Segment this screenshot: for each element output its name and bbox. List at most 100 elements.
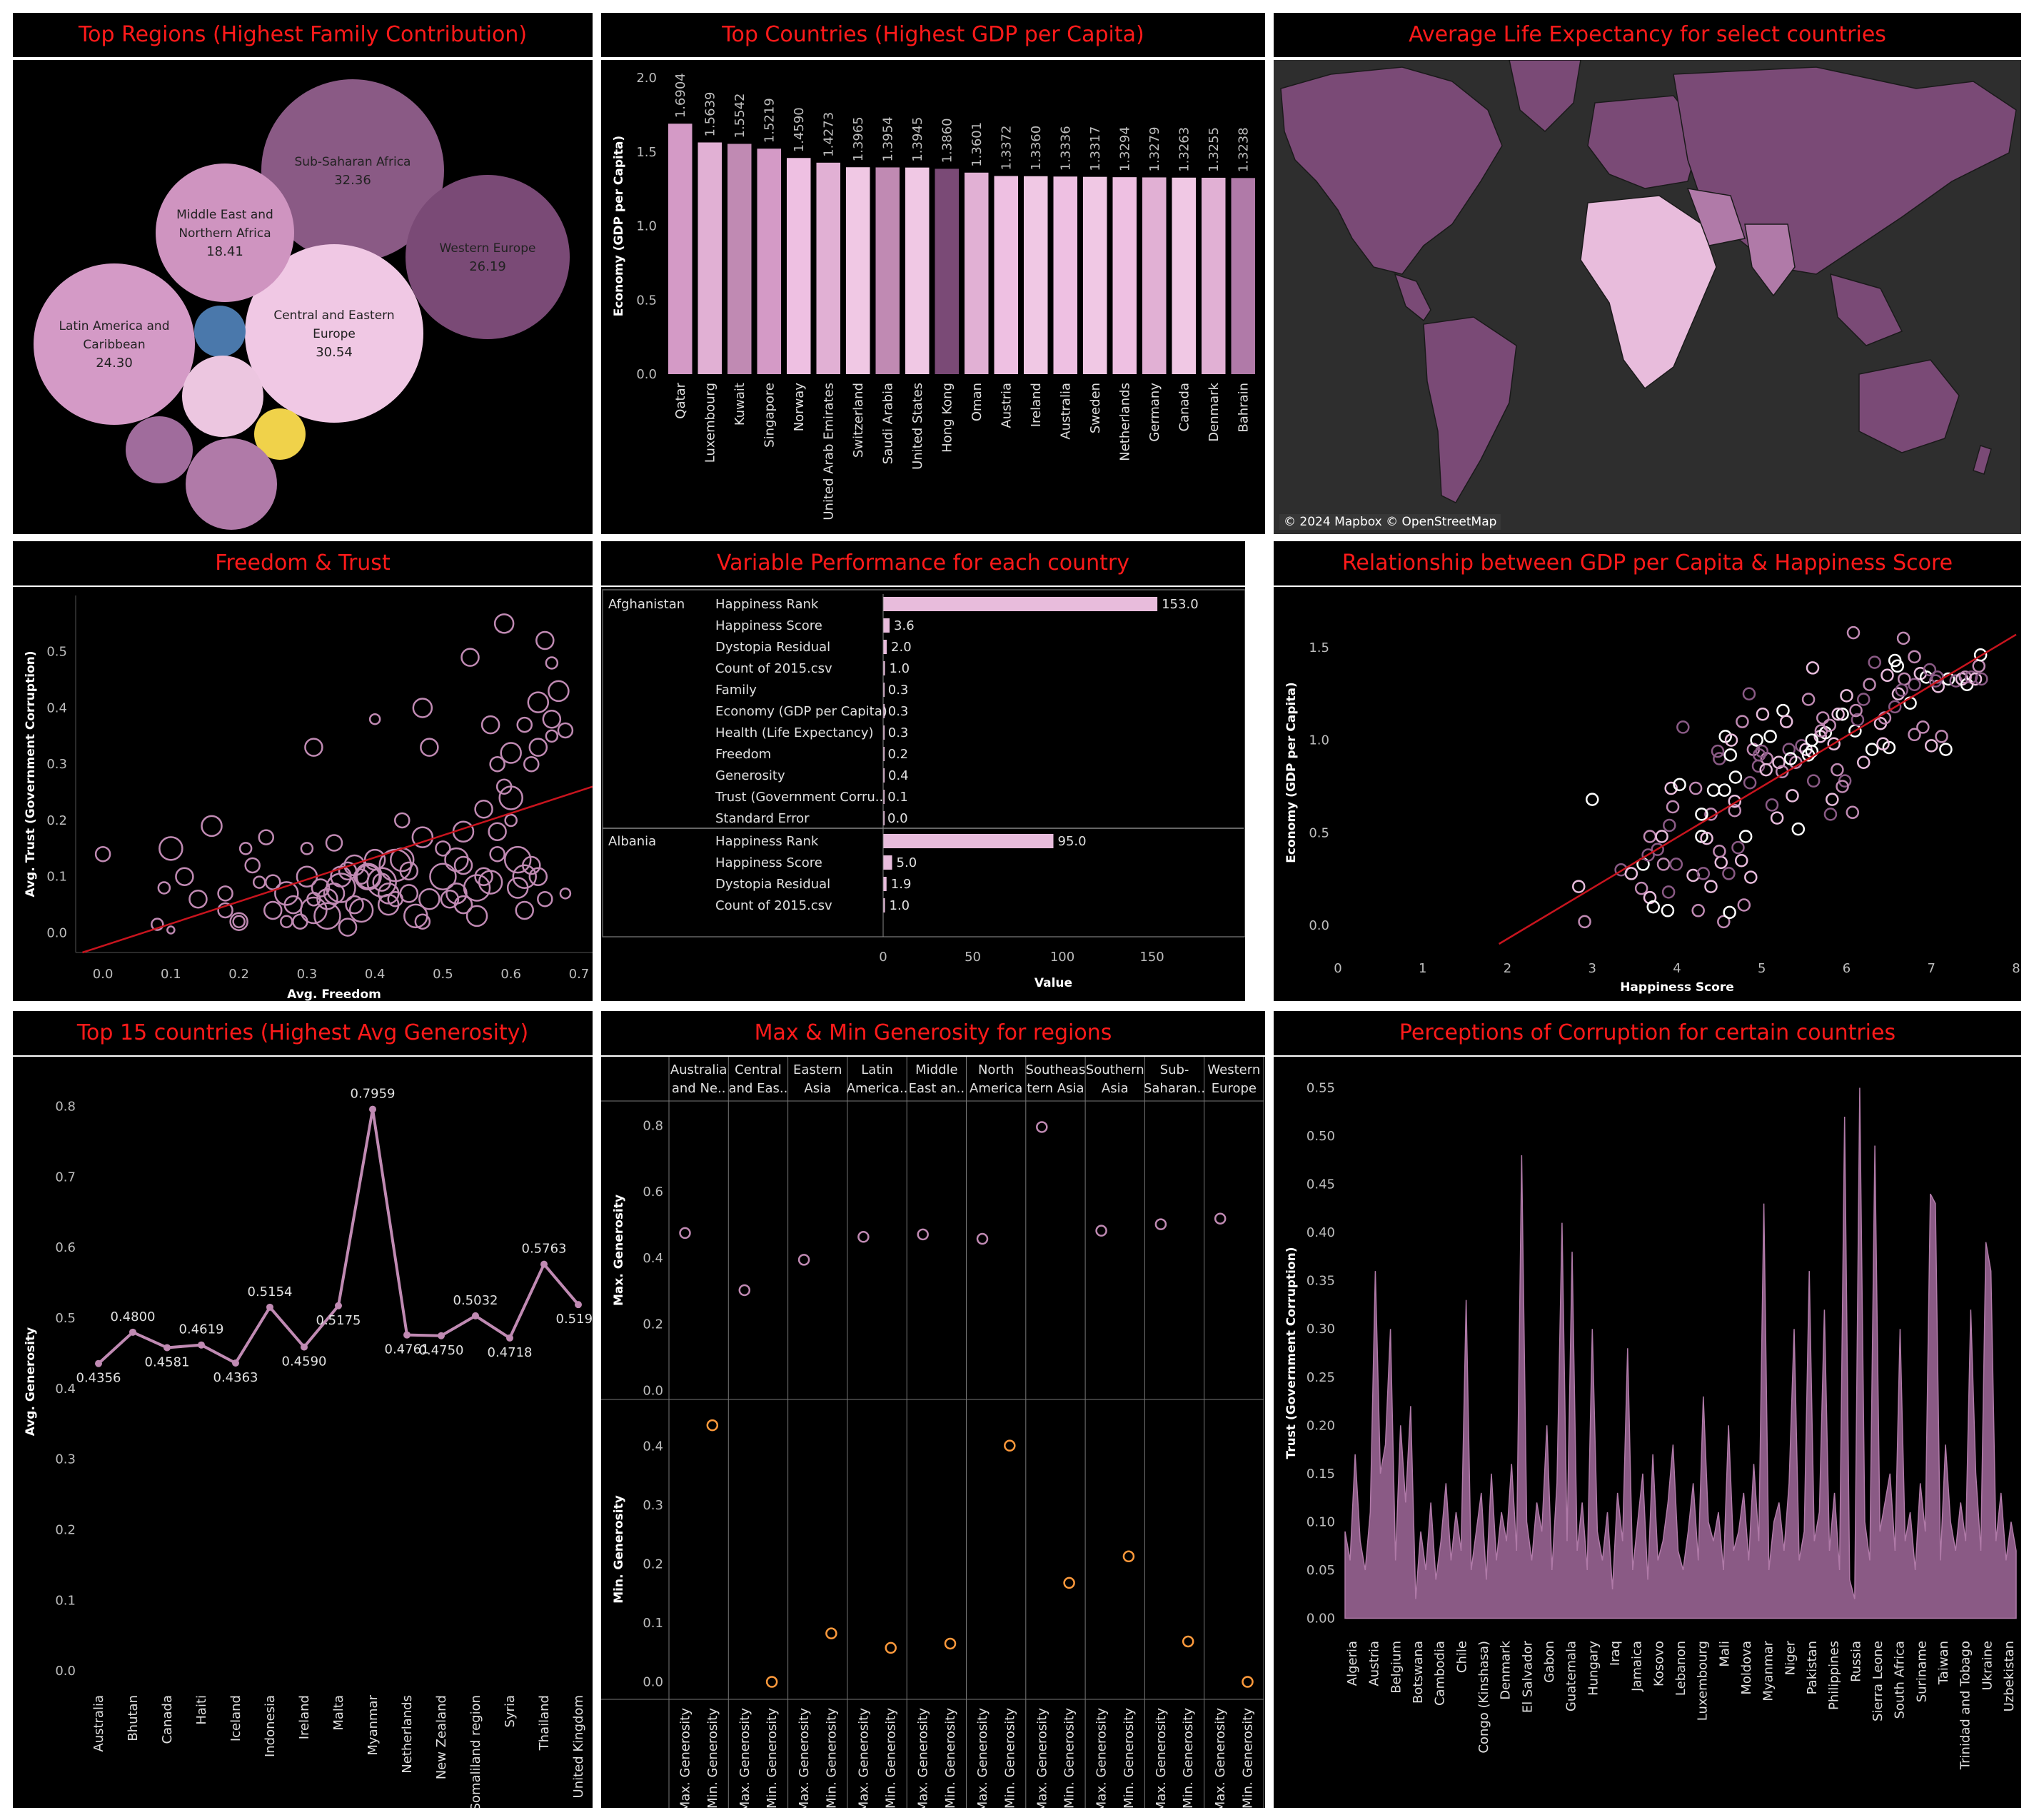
- scatter-point: [1669, 858, 1683, 871]
- scatter-point: [453, 895, 473, 915]
- x-tick: El Salvador: [1520, 1640, 1535, 1713]
- x-tick: 8: [2012, 961, 2020, 976]
- bubble: [156, 164, 294, 302]
- x-tick: Chile: [1454, 1641, 1469, 1673]
- x-tick: Cambodia: [1433, 1641, 1448, 1706]
- measure-label: Standard Error: [715, 811, 810, 826]
- bar: [1172, 177, 1196, 374]
- min-point: [1063, 1577, 1075, 1589]
- bar-label: 1.3317: [1088, 126, 1103, 171]
- scatter-point: [537, 890, 553, 908]
- map-southeast-asia: [1830, 273, 1903, 346]
- scatter-point: [1664, 781, 1678, 795]
- country-label: Afghanistan: [608, 597, 685, 612]
- world-map[interactable]: [1274, 60, 2021, 534]
- scatter-point: [1737, 898, 1751, 912]
- measure-label: Health (Life Expectancy): [715, 725, 874, 740]
- scatter-point: [1744, 870, 1758, 884]
- scatter-point: [1718, 783, 1731, 797]
- x-axis-title: Happiness Score: [1620, 980, 1734, 995]
- measure-label: Happiness Score: [715, 855, 822, 870]
- x-tick: Malta: [331, 1695, 346, 1731]
- scatter-point: [372, 873, 391, 892]
- y-tick: 0.05: [1307, 1563, 1335, 1578]
- min-point: [1242, 1676, 1254, 1688]
- x-tick: Netherlands: [1117, 383, 1132, 461]
- y-tick: 0.2: [46, 813, 67, 828]
- bubble-label: Europe: [313, 327, 356, 341]
- bubble-value: 30.54: [316, 345, 353, 360]
- bubble: [126, 416, 193, 483]
- variable-bar-chart[interactable]: Afghanistan Happiness Rank 153.0 Happiness …: [601, 587, 1245, 1001]
- x-tick: Guatemala: [1564, 1641, 1579, 1711]
- scatter-point: [1865, 743, 1879, 756]
- scatter-point: [418, 888, 440, 910]
- y-tick: 0.0: [636, 367, 657, 382]
- bar-label: 1.5639: [703, 92, 718, 137]
- y-tick: 0.0: [55, 1664, 76, 1679]
- x-tick: Thailand: [537, 1695, 552, 1751]
- measure-label: Dystopia Residual: [715, 877, 830, 892]
- x-tick: 3: [1589, 961, 1596, 976]
- scatter-point: [1888, 700, 1902, 714]
- bubble: [406, 175, 570, 339]
- bubble-label: Sub-Saharan Africa: [295, 155, 411, 169]
- y-tick: 0.1: [46, 870, 67, 885]
- x-tick: Ukraine: [1980, 1641, 1995, 1691]
- max-min-generosity-chart: Australia and Ne.. Max. Generosity Min. Gen…: [601, 1057, 1264, 1808]
- y-axis-title: Trust (Government Corruption): [1284, 1247, 1299, 1459]
- scatter-point: [1728, 794, 1741, 808]
- scatter-point: [1846, 625, 1861, 640]
- y-tick: 1.0: [1309, 733, 1329, 748]
- x-tick: Singapore: [762, 383, 777, 448]
- scatter-point: [504, 813, 518, 828]
- scatter-point: [429, 863, 457, 890]
- x-tick: Myanmar: [1761, 1640, 1776, 1701]
- scatter-point: [1750, 733, 1763, 747]
- country-label: Albania: [608, 834, 656, 849]
- data-label: 0.5032: [453, 1293, 498, 1308]
- scatter-point: [1857, 693, 1871, 706]
- bar-label: 1.6904: [673, 73, 688, 118]
- data-label: 0.4581: [145, 1354, 190, 1369]
- scatter-point: [440, 889, 460, 909]
- bar-label: 1.3945: [910, 117, 925, 162]
- line-point: [472, 1312, 479, 1319]
- scatter-point: [1736, 715, 1749, 728]
- panel-gdp: 0.0 0.5 1.0 1.5 2.0 Economy (GDP per Capita) 1…: [601, 60, 1265, 534]
- scatter-point: [1795, 739, 1808, 753]
- x-tick: Lebanon: [1673, 1641, 1688, 1696]
- value-label: 1.9: [891, 877, 912, 892]
- y-tick: 0.6: [55, 1240, 76, 1255]
- panel-variable: Afghanistan Happiness Rank 153.0 Happiness …: [601, 587, 1245, 1001]
- bubble: [254, 408, 306, 460]
- line-point: [266, 1303, 273, 1311]
- scatter-point: [1742, 687, 1756, 700]
- y-tick: 0.4: [643, 1439, 663, 1454]
- x-tick: Kuwait: [732, 383, 747, 426]
- col-label: Max. Generosity: [737, 1708, 752, 1808]
- value-bar: [883, 725, 885, 740]
- value-bar: [883, 747, 885, 761]
- scatter-point: [201, 815, 223, 838]
- bubble-label: Central and Eastern: [273, 308, 394, 323]
- bar: [875, 167, 900, 374]
- title-regions: Top Regions (Highest Family Contribution…: [13, 13, 593, 57]
- scatter-point: [1770, 811, 1784, 825]
- col-label: Max. Generosity: [1154, 1708, 1169, 1808]
- measure-label: Freedom: [715, 747, 771, 762]
- scatter-point: [559, 888, 572, 900]
- region-label: Eastern: [793, 1062, 842, 1077]
- y-tick: 0.6: [643, 1185, 663, 1200]
- line-point: [129, 1328, 136, 1336]
- scatter-point: [1876, 737, 1890, 751]
- region-label: America..: [847, 1081, 908, 1096]
- bar-label: 1.3255: [1207, 127, 1222, 172]
- y-tick: 0.40: [1307, 1225, 1335, 1240]
- col-label: Max. Generosity: [856, 1708, 871, 1808]
- scatter-point: [1881, 668, 1894, 683]
- bar-label: 1.3238: [1236, 127, 1251, 172]
- bubble: [34, 263, 195, 425]
- scatter-point: [244, 857, 261, 874]
- x-tick: 50: [965, 950, 981, 965]
